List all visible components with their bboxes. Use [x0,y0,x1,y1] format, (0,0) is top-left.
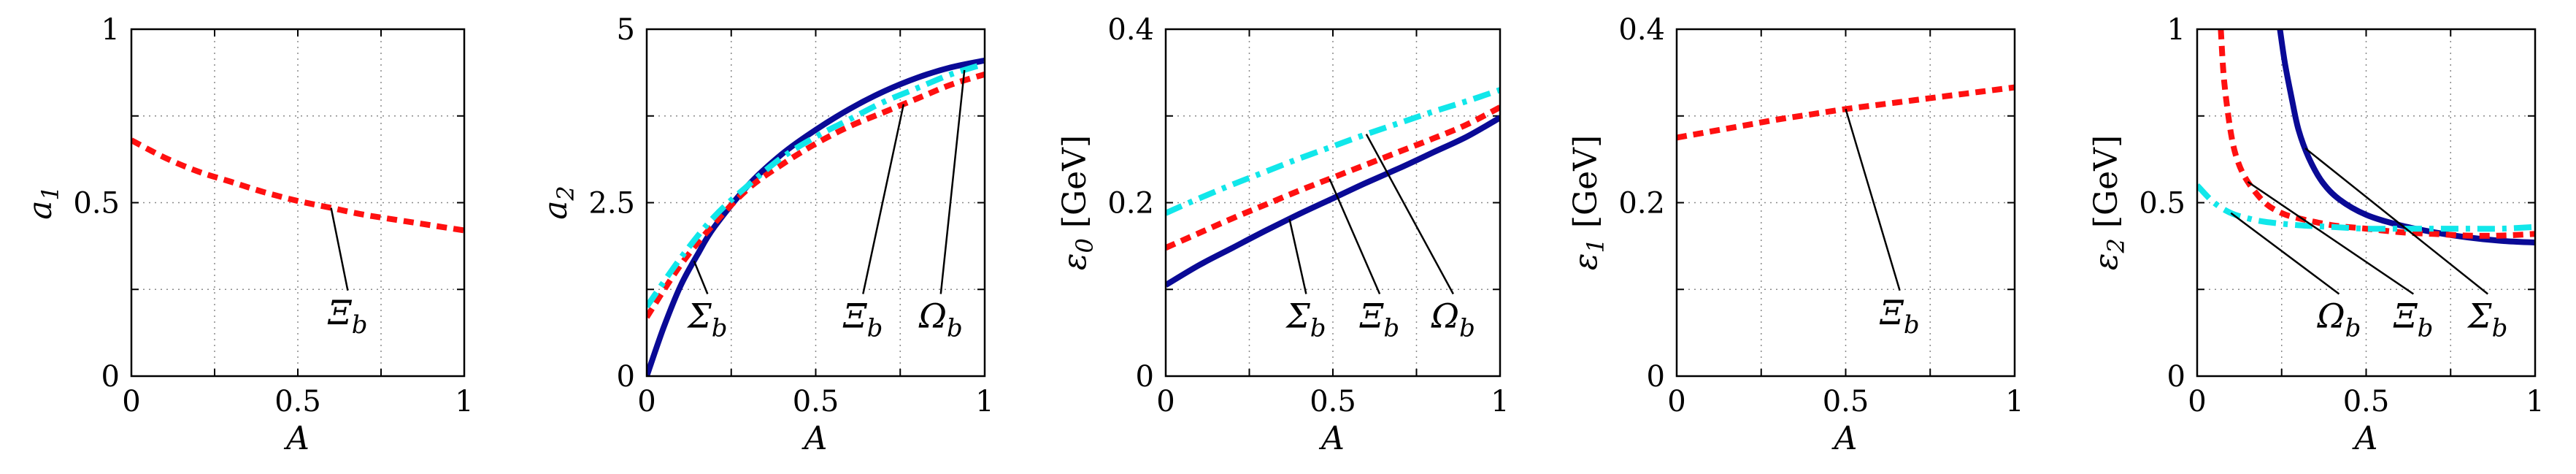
x-tick-label: 0 [2188,385,2206,418]
y-tick-label: 0 [2167,360,2185,394]
y-tick-label: 0.4 [1618,13,1665,47]
axes-frame [1675,28,2016,378]
x-tick-label: 0.5 [2343,385,2390,418]
panel-5: 0 0.5 1 0 0.5 1 Aε2 [GeV] Ωb Ξb Σb [2088,13,2545,457]
series-line-xi-b [1166,104,1500,251]
x-tick-label: 1 [2005,385,2023,418]
annotation-leader-line [1845,108,1901,291]
annotation-leader-line [2304,148,2488,295]
y-tick-label: 1 [2167,13,2185,47]
series-line-omega-b [647,61,985,309]
annotation-leader-line [862,104,905,294]
annotation-label: Σb [686,297,727,343]
y-tick-label: 0 [617,360,635,394]
x-tick-label: 0 [1156,385,1174,418]
x-tick-label: 0 [637,385,655,418]
annotation-leader-line [330,207,349,291]
panel-1: 0 0.5 1 0 0.5 1 Aa1 Ξb [22,13,474,457]
x-tick-label: 0.5 [793,385,839,418]
annotation-label: Ξb [2393,297,2433,343]
x-tick-label: 0 [1667,385,1685,418]
x-tick-label: 1 [975,385,993,418]
x-tick-label: 1 [1491,385,1509,418]
series-line-omega-b [1166,87,1500,216]
annotation-leader-line [1329,178,1381,294]
y-tick-label: 0 [1136,360,1154,394]
y-tick-label: 0.5 [73,187,120,221]
y-tick-label: 0 [101,360,120,394]
y-tick-label: 2.5 [588,187,635,221]
axes-frame [1164,28,1502,378]
x-tick-label: 0.5 [1310,385,1356,418]
annotation-leader-line [939,69,966,294]
y-tick-label: 1 [101,13,120,47]
y-axis-label: a2 [537,186,580,220]
axes-frame [2196,28,2537,378]
annotation-leader-line [1365,134,1454,295]
series-line-xi-b [2218,29,2535,239]
annotation-label: Σb [1285,297,1326,343]
annotation-leader-line [693,260,709,294]
series-line-sigma-b [2277,29,2535,246]
x-tick-label: 1 [455,385,473,418]
y-tick-label: 0.2 [1107,187,1154,221]
panel-4: 0 0.5 1 0 0.2 0.4 Aε1 [GeV] Ξb [1567,13,2024,457]
y-tick-label: 5 [617,13,635,47]
series-line-sigma-b [1166,115,1500,288]
series-line-sigma-b [647,57,985,376]
y-axis-label: ε1 [GeV] [1567,135,1610,270]
y-tick-label: 0.4 [1107,13,1154,47]
annotation-label: Ωb [918,297,963,343]
series-line-xi-b [647,71,985,319]
annotation-label: Ξb [842,297,883,343]
x-axis-label: A [801,420,828,457]
axes-frame [645,28,986,378]
annotation-label: Ξb [1359,297,1399,343]
series-line-xi-b [131,137,464,234]
y-tick-label: 0 [1647,360,1665,394]
annotation-label: Ξb [327,293,367,340]
x-axis-label: A [1831,420,1858,457]
panel-2: 0 0.5 1 0 2.5 5 Aa2 Σb Ξb Ωb [537,13,994,457]
x-axis-label: A [1318,420,1345,457]
annotation-leader-line [2247,180,2415,295]
annotation-label: Ωb [1431,297,1475,343]
annotation-label: Σb [2467,297,2507,343]
y-axis-label: a1 [22,186,64,220]
axes-frame [130,28,466,378]
y-axis-label: ε2 [GeV] [2088,135,2130,270]
x-tick-label: 0.5 [274,385,321,418]
x-tick-label: 0.5 [1823,385,1869,418]
panel-3: 0 0.5 1 0 0.2 0.4 Aε0 [GeV] Σb Ξb Ωb [1056,13,1510,457]
annotation-label: Ξb [1880,293,1920,340]
x-tick-label: 0 [122,385,140,418]
y-tick-label: 0.2 [1618,187,1665,221]
annotation-label: Ωb [2317,297,2361,343]
annotation-leader-line [2230,212,2340,295]
x-axis-label: A [2352,420,2378,457]
x-tick-label: 1 [2526,385,2544,418]
y-tick-label: 0.5 [2139,187,2185,221]
x-axis-label: A [283,420,309,457]
annotation-leader-line [1288,218,1307,294]
y-axis-label: ε0 [GeV] [1056,135,1099,270]
